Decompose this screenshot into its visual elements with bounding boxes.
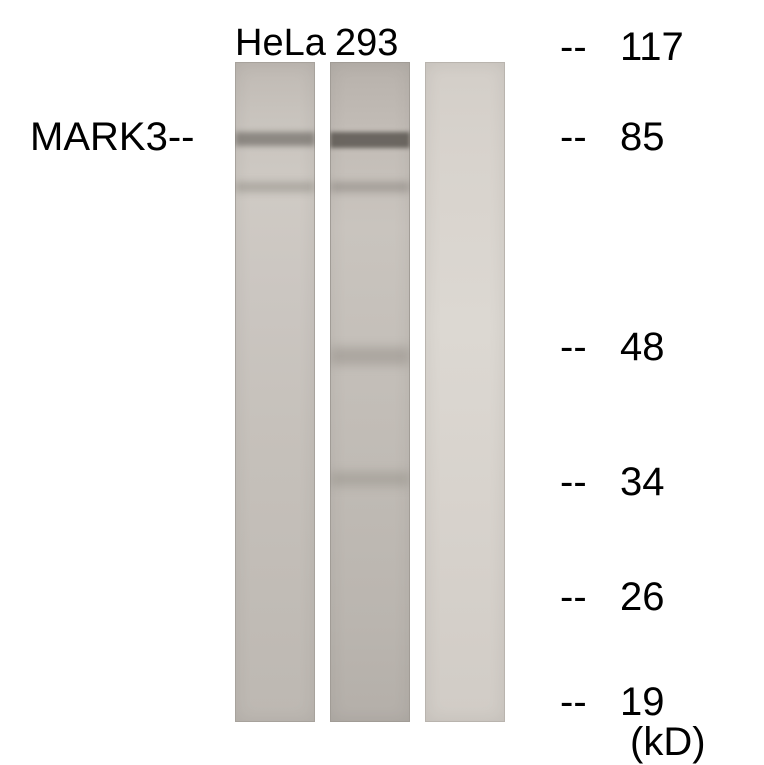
marker-tick-dash-3: --	[560, 460, 587, 505]
marker-tick-dash-4: --	[560, 575, 587, 620]
marker-tick-value-1: 85	[620, 115, 665, 160]
western-blot-figure: MARK3-- HeLa293 -- 117 -- 85 -- 48 -- 34 -- 26 -- 1…	[0, 0, 764, 764]
hela-lane-band-0	[235, 132, 315, 146]
hela-lane-band-1	[235, 182, 315, 192]
293-lane-band-3	[330, 472, 410, 486]
marker-tick-value-2: 48	[620, 325, 665, 370]
marker-tick-dash-1: --	[560, 115, 587, 160]
lane-label-0: HeLa	[235, 22, 326, 65]
293-lane	[330, 62, 410, 722]
293-lane-band-1	[330, 182, 410, 192]
unit-label: (kD)	[630, 720, 706, 765]
marker-tick-dash-5: --	[560, 680, 587, 725]
lane-label-1: 293	[335, 22, 398, 65]
293-lane-band-0	[330, 132, 410, 148]
marker-tick-dash-0: --	[560, 25, 587, 70]
blank-lane	[425, 62, 505, 722]
marker-tick-value-4: 26	[620, 575, 665, 620]
marker-tick-value-0: 117	[620, 25, 684, 70]
hela-lane	[235, 62, 315, 722]
protein-label: MARK3--	[30, 115, 194, 160]
marker-tick-dash-2: --	[560, 325, 587, 370]
marker-tick-value-3: 34	[620, 460, 665, 505]
293-lane-band-2	[330, 347, 410, 365]
marker-tick-value-5: 19	[620, 680, 665, 725]
